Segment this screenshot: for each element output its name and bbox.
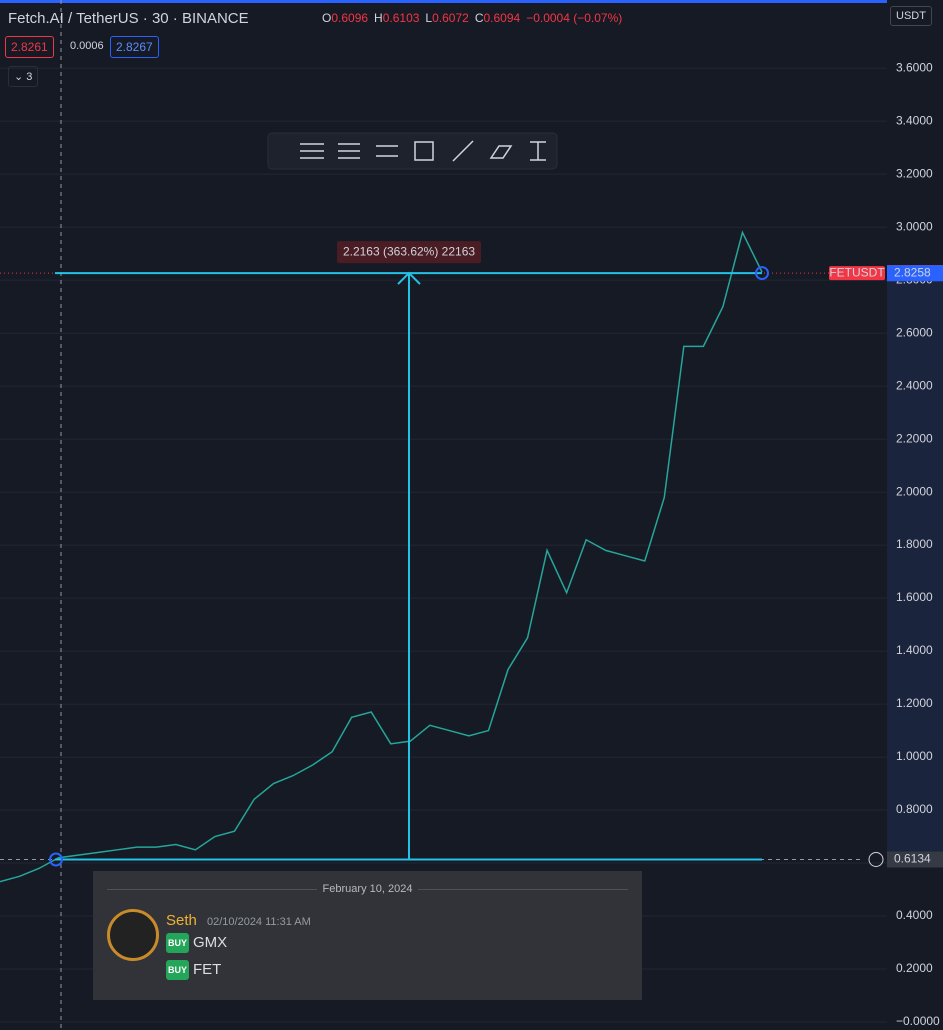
symbol-tag: FETUSDT xyxy=(829,265,885,279)
y-tick-label: 2.4000 xyxy=(896,378,933,392)
message-line: BUY FET xyxy=(166,960,221,980)
message-line: BUY GMX xyxy=(166,933,227,953)
y-tick-label: 0.4000 xyxy=(896,908,933,922)
handle xyxy=(755,266,769,281)
buy-badge: BUY xyxy=(166,960,190,980)
bid-price-tag-bg xyxy=(887,265,943,282)
username[interactable]: Seth xyxy=(166,912,197,929)
y-tick-label: 2.2000 xyxy=(896,431,933,445)
y-tick-label: 2.6000 xyxy=(896,325,933,339)
ohlc-key: C xyxy=(474,11,484,25)
bid-price-tag: 2.8258 xyxy=(894,265,931,279)
y-tick-label: 0.2000 xyxy=(896,961,933,975)
arrow-head xyxy=(397,271,421,285)
message-text: FET xyxy=(193,960,222,978)
chat-overlay: February 10, 2024 Seth 02/10/2024 11:31 … xyxy=(93,871,642,1000)
y-tick-label: 3.6000 xyxy=(896,60,933,74)
ohlc-value: 0.6096 xyxy=(331,11,369,25)
drawing-toolbar xyxy=(267,132,558,170)
axis-range xyxy=(887,273,943,860)
crosshair-tag: 0.6134 xyxy=(894,852,931,866)
y-tick-label: 2.0000 xyxy=(896,484,933,498)
buy-button[interactable]: 2.8267 xyxy=(110,36,159,58)
buy-badge: BUY xyxy=(166,933,190,953)
ohlc-value: 0.6103 xyxy=(382,11,420,25)
ohlc: O0.6096 H0.6103 L0.6072 C0.6094 −0.0004 (−0.… xyxy=(322,11,622,25)
y-tick-label: 3.2000 xyxy=(896,166,933,180)
ohlc-key: O xyxy=(322,11,332,25)
ohlc-key: L xyxy=(425,11,433,25)
y-tick-label: 1.2000 xyxy=(896,696,933,710)
y-tick-label: 1.4000 xyxy=(896,643,933,657)
symbol-title[interactable]: Fetch.AI / TetherUS · 30 · BINANCE xyxy=(8,10,249,27)
indicator-count: 3 xyxy=(26,71,33,83)
sell-button[interactable]: 2.8261 xyxy=(5,36,54,58)
y-tick-label: 0.8000 xyxy=(896,802,933,816)
y-tick-label: 3.0000 xyxy=(896,219,933,233)
price-line xyxy=(0,230,763,883)
top-bar xyxy=(0,0,943,3)
symbol-tag-bg xyxy=(829,266,885,281)
measure-label-bg xyxy=(337,241,481,264)
y-tick-label: 1.6000 xyxy=(896,590,933,604)
y-tick-label: −0.0000 xyxy=(896,1014,940,1028)
ohlc-key: H xyxy=(374,11,383,25)
ohlc-value: 0.6072 xyxy=(432,11,469,25)
indicators-toggle[interactable]: ⌄ 3 xyxy=(8,66,39,87)
avatar xyxy=(107,909,159,961)
measure-label: 2.2163 (363.62%) 22163 xyxy=(343,244,475,258)
message-text: GMX xyxy=(193,933,228,951)
handle xyxy=(49,852,63,867)
y-tick-label: 1.0000 xyxy=(896,749,933,763)
change: −0.0004 (−0.07%) xyxy=(526,11,623,25)
y-tick-label: 1.8000 xyxy=(896,537,933,551)
spread: 0.0006 xyxy=(70,40,104,52)
crosshair-tag-bg xyxy=(887,851,943,868)
ohlc-value: 0.6094 xyxy=(483,11,521,25)
date-divider: February 10, 2024 xyxy=(316,883,419,895)
currency-button[interactable]: USDT xyxy=(890,6,932,26)
y-tick-label: 3.4000 xyxy=(896,113,933,127)
add-alert[interactable] xyxy=(868,852,884,868)
timestamp: 02/10/2024 11:31 AM xyxy=(207,916,311,928)
